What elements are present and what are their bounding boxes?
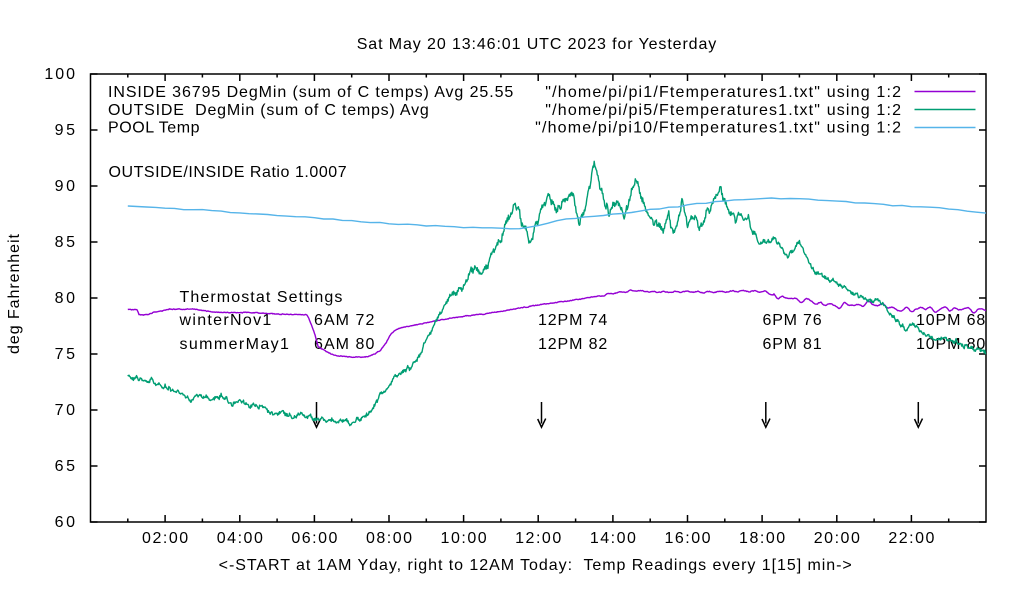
svg-text:18:00: 18:00 <box>739 530 785 547</box>
svg-text:winterNov1: winterNov1 <box>179 312 272 329</box>
svg-text:"/home/pi/pi10/Ftemperatures1.: "/home/pi/pi10/Ftemperatures1.txt" using… <box>535 120 901 137</box>
svg-text:08:00: 08:00 <box>366 530 412 547</box>
svg-text:6PM 81: 6PM 81 <box>763 336 822 353</box>
svg-text:INSIDE 36795 DegMin (sum of C: INSIDE 36795 DegMin (sum of C temps) Avg… <box>108 84 513 101</box>
svg-text:6AM 72: 6AM 72 <box>314 312 374 329</box>
svg-text:02:00: 02:00 <box>142 530 188 547</box>
svg-text:OUTSIDE DegMin (sum of C temp: OUTSIDE DegMin (sum of C temps) Avg <box>108 102 429 119</box>
svg-text:20:00: 20:00 <box>814 530 860 547</box>
svg-text:Thermostat Settings: Thermostat Settings <box>180 289 343 306</box>
svg-text:16:00: 16:00 <box>664 530 710 547</box>
svg-text:6PM 76: 6PM 76 <box>763 312 822 329</box>
svg-text:100: 100 <box>44 66 75 83</box>
svg-text:12PM 82: 12PM 82 <box>538 336 607 353</box>
svg-text:14:00: 14:00 <box>590 530 636 547</box>
svg-text:12PM 74: 12PM 74 <box>538 312 607 329</box>
svg-text:"/home/pi/pi1/Ftemperatures1.t: "/home/pi/pi1/Ftemperatures1.txt" using … <box>545 84 901 101</box>
svg-text:summerMay1: summerMay1 <box>180 336 289 353</box>
svg-text:10PM 68: 10PM 68 <box>916 312 985 329</box>
svg-text:"/home/pi/pi5/Ftemperatures1.t: "/home/pi/pi5/Ftemperatures1.txt" using … <box>545 102 901 119</box>
svg-text:12:00: 12:00 <box>515 530 561 547</box>
svg-text:POOL Temp: POOL Temp <box>108 120 200 137</box>
svg-text:6AM 80: 6AM 80 <box>314 336 374 353</box>
svg-text:OUTSIDE/INSIDE Ratio 1.0007: OUTSIDE/INSIDE Ratio 1.0007 <box>109 164 347 181</box>
svg-text:22:00: 22:00 <box>888 530 934 547</box>
svg-text:06:00: 06:00 <box>291 530 337 547</box>
svg-text:deg Fahrenheit: deg Fahrenheit <box>6 234 23 354</box>
svg-text:<-START at 1AM Yday, right to: <-START at 1AM Yday, right to 12AM Today… <box>219 557 852 574</box>
svg-text:Sat May 20 13:46:01 UTC 2023 f: Sat May 20 13:46:01 UTC 2023 for Yesterd… <box>357 36 717 53</box>
svg-text:10:00: 10:00 <box>441 530 487 547</box>
svg-text:04:00: 04:00 <box>217 530 263 547</box>
